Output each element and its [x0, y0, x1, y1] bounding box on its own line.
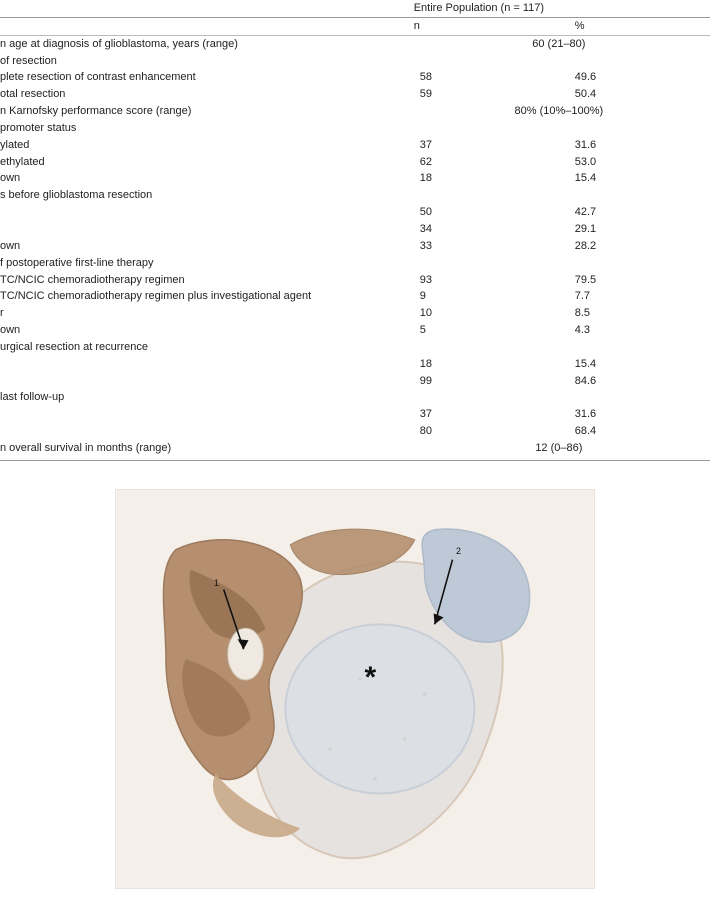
population-table: Entire Population (n = 117)n% n age at di…	[0, 0, 710, 461]
table-row-n: 5	[414, 322, 575, 339]
table-row-label: own	[0, 238, 414, 255]
histology-figure-wrap: * 1 2	[0, 489, 710, 889]
table-row-label: f postoperative first-line therapy	[0, 255, 414, 272]
table-row-n: 33	[414, 238, 575, 255]
table-row-n: 18	[414, 170, 575, 187]
table-row-label: n overall survival in months (range)	[0, 440, 414, 460]
table-row-label: s before glioblastoma resection	[0, 187, 414, 204]
table-row-label: n age at diagnosis of glioblastoma, year…	[0, 35, 414, 52]
table-row-pct: 68.4	[575, 423, 710, 440]
table-row-n: 62	[414, 154, 575, 171]
table-row-pct: 8.5	[575, 305, 710, 322]
table-row-label: own	[0, 322, 414, 339]
table-row-n	[414, 389, 575, 406]
table-row-n: 80	[414, 423, 575, 440]
histology-nodule	[285, 624, 474, 793]
table-row-label: TC/NCIC chemoradiotherapy regimen plus i…	[0, 288, 414, 305]
table-row-pct	[575, 389, 710, 406]
table-row-pct: 4.3	[575, 322, 710, 339]
table-row-pct: 49.6	[575, 69, 710, 86]
table-row-pct: 15.4	[575, 170, 710, 187]
table-row-centered-value: 60 (21–80)	[414, 35, 710, 52]
table-row-label	[0, 221, 414, 238]
table-row-label: urgical resection at recurrence	[0, 339, 414, 356]
table-row-label	[0, 406, 414, 423]
table-row-n: 10	[414, 305, 575, 322]
table-row-n: 59	[414, 86, 575, 103]
table-subheader-pct: %	[575, 17, 710, 35]
table-row-pct: 79.5	[575, 272, 710, 289]
table-row-label: n Karnofsky performance score (range)	[0, 103, 414, 120]
table-header-group: Entire Population (n = 117)	[414, 0, 710, 17]
table-row-pct: 7.7	[575, 288, 710, 305]
table-row-n: 34	[414, 221, 575, 238]
table-row-n: 18	[414, 356, 575, 373]
table-row-pct	[575, 255, 710, 272]
table-row-n	[414, 187, 575, 204]
table-row-label	[0, 423, 414, 440]
table-row-label: otal resection	[0, 86, 414, 103]
table-row-pct: 15.4	[575, 356, 710, 373]
table-row-pct: 31.6	[575, 406, 710, 423]
table-row-label: TC/NCIC chemoradiotherapy regimen	[0, 272, 414, 289]
histology-figure: * 1 2	[115, 489, 595, 889]
table-row-pct: 31.6	[575, 137, 710, 154]
table-row-n: 37	[414, 137, 575, 154]
table-subheader-n: n	[414, 17, 575, 35]
table-row-n	[414, 339, 575, 356]
table-row-centered-value: 80% (10%–100%)	[414, 103, 710, 120]
table-spacer	[0, 17, 414, 35]
table-row-n: 58	[414, 69, 575, 86]
table-row-label: plete resection of contrast enhancement	[0, 69, 414, 86]
table-row-pct	[575, 187, 710, 204]
table-row-pct: 50.4	[575, 86, 710, 103]
table-row-n: 93	[414, 272, 575, 289]
table-row-label: of resection	[0, 53, 414, 70]
table-row-label: r	[0, 305, 414, 322]
table-row-label: ylated	[0, 137, 414, 154]
table-row-label: ethylated	[0, 154, 414, 171]
table-row-label	[0, 356, 414, 373]
table-row-pct: 53.0	[575, 154, 710, 171]
arrow-label-1: 1	[214, 578, 219, 588]
table-row-label: promoter status	[0, 120, 414, 137]
table-row-pct: 28.2	[575, 238, 710, 255]
table-row-n	[414, 53, 575, 70]
table-row-n	[414, 120, 575, 137]
table-row-label: last follow-up	[0, 389, 414, 406]
table-row-n: 99	[414, 373, 575, 390]
table-row-pct	[575, 53, 710, 70]
table-row-pct	[575, 339, 710, 356]
table-row-centered-value: 12 (0–86)	[414, 440, 710, 460]
table-row-pct: 42.7	[575, 204, 710, 221]
table-row-label	[0, 373, 414, 390]
table-spacer	[0, 0, 414, 17]
table-row-pct: 84.6	[575, 373, 710, 390]
histology-vacuole	[228, 628, 264, 680]
table-row-pct: 29.1	[575, 221, 710, 238]
table-row-n: 37	[414, 406, 575, 423]
table-row-n: 9	[414, 288, 575, 305]
asterisk-marker: *	[365, 661, 377, 695]
arrow-label-2: 2	[456, 546, 461, 556]
table-row-pct	[575, 120, 710, 137]
table-row-label	[0, 204, 414, 221]
table-row-n	[414, 255, 575, 272]
table-row-n: 50	[414, 204, 575, 221]
table-row-label: own	[0, 170, 414, 187]
